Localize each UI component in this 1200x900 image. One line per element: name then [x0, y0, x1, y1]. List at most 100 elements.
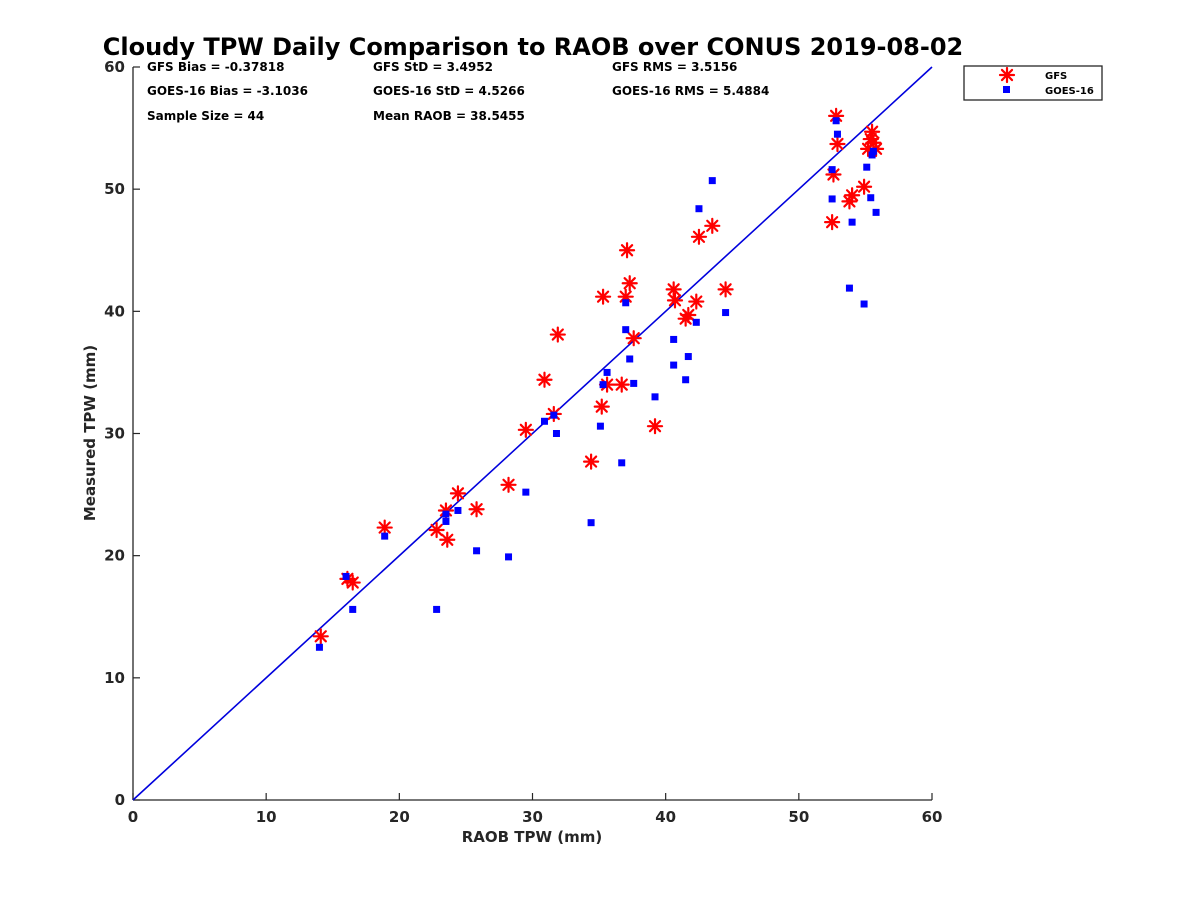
goes16-point — [682, 376, 690, 384]
goes16-point — [695, 205, 703, 213]
gfs-point — [312, 628, 329, 645]
x-tick-label: 0 — [128, 808, 138, 826]
goes16-point — [622, 326, 630, 334]
x-axis-ticks: 0 10 20 30 40 50 60 — [128, 793, 943, 826]
x-axis-label: RAOB TPW (mm) — [462, 828, 603, 846]
goes16-point — [626, 355, 634, 363]
gfs-point — [621, 275, 638, 292]
gfs-point — [468, 501, 485, 518]
gfs-point — [593, 398, 610, 415]
gfs-point — [594, 288, 612, 305]
y-axis-ticks: 0 10 20 30 40 50 60 — [104, 58, 140, 809]
y-tick-label: 20 — [104, 547, 125, 565]
goes16-point — [442, 517, 450, 525]
legend-gfs-marker — [998, 66, 1016, 84]
gfs-point — [536, 371, 553, 388]
goes16-point — [442, 510, 450, 518]
y-tick-label: 10 — [104, 669, 125, 687]
goes16-point — [315, 643, 323, 651]
gfs-point — [449, 485, 467, 502]
goes16-point — [863, 163, 871, 171]
goes16-point — [342, 572, 350, 580]
goes16-point — [349, 605, 357, 613]
gfs-std-stat: GFS StD = 3.4952 — [373, 60, 493, 74]
one-to-one-line — [132, 66, 933, 801]
goes16-point — [722, 309, 730, 317]
legend-goes16-marker — [1003, 86, 1010, 93]
gfs-point — [582, 453, 600, 470]
gfs-point — [665, 281, 682, 298]
gfs-point — [717, 281, 734, 298]
goes16-point — [505, 553, 513, 561]
x-tick-label: 60 — [922, 808, 943, 826]
gfs-point — [704, 217, 721, 234]
legend: GFS GOES-16 — [963, 65, 1103, 101]
gfs-point — [690, 228, 708, 245]
gfs-point — [843, 187, 861, 204]
goes16-point — [587, 519, 595, 527]
goes16-point — [670, 361, 678, 369]
x-tick-label: 50 — [788, 808, 809, 826]
goes16-point — [872, 208, 880, 216]
goes16-point — [522, 488, 530, 496]
legend-box — [963, 65, 1103, 101]
goes16-point — [692, 318, 700, 326]
goes16-point — [684, 353, 692, 361]
gfs-point — [865, 134, 882, 151]
goes16-point — [550, 411, 558, 419]
gfs-point — [500, 476, 517, 493]
goes16-point — [860, 300, 868, 308]
goes16-point — [433, 605, 441, 613]
gfs-bias-stat: GFS Bias = -0.37818 — [147, 60, 284, 74]
gfs-point — [618, 242, 636, 259]
y-tick-label: 30 — [104, 425, 125, 443]
gfs-point — [646, 418, 664, 435]
gfs-point — [688, 293, 705, 310]
legend-gfs-label: GFS — [1045, 71, 1067, 82]
y-tick-label: 60 — [104, 58, 125, 76]
gfs-point — [613, 376, 630, 393]
goes16-point — [552, 430, 560, 437]
gfs-point — [666, 292, 684, 309]
gfs-point — [680, 306, 697, 324]
goes16-point — [473, 547, 481, 555]
legend-goes16-label: GOES-16 — [1045, 86, 1094, 97]
gfs-point — [625, 330, 642, 347]
goes16-point — [868, 151, 876, 159]
gfs-point — [428, 521, 445, 539]
goes16-point — [833, 130, 841, 138]
goes16-point — [845, 284, 853, 292]
goes16-point — [381, 532, 389, 540]
sample-size-stat: Sample Size = 44 — [147, 109, 264, 123]
goes16-point — [651, 393, 659, 401]
x-tick-label: 40 — [655, 808, 676, 826]
goes16-point — [622, 299, 630, 307]
goes16-point — [599, 381, 607, 389]
gfs-point — [549, 326, 566, 343]
goes16-point — [848, 218, 856, 226]
gfs-point — [863, 123, 881, 140]
goes16-point — [618, 459, 626, 467]
gfs-point — [855, 178, 873, 195]
goes16-point — [828, 166, 836, 174]
goes16-point — [828, 195, 836, 203]
x-tick-label: 10 — [256, 808, 277, 826]
goes16-point — [832, 117, 840, 125]
gfs-point — [824, 214, 841, 231]
goes16-point — [867, 194, 875, 202]
y-axis-label: Measured TPW (mm) — [81, 345, 99, 521]
x-tick-label: 20 — [389, 808, 410, 826]
goes16-point — [540, 417, 548, 425]
x-tick-label: 30 — [522, 808, 543, 826]
goes16-point — [670, 335, 678, 343]
goes16-point — [630, 379, 638, 387]
gfs-point — [439, 531, 456, 548]
goes16-std-stat: GOES-16 StD = 4.5266 — [373, 84, 525, 98]
gfs-point — [376, 519, 393, 536]
goes16-point — [869, 147, 877, 155]
gfs-point — [829, 135, 846, 153]
goes16-point — [454, 506, 462, 514]
goes16-bias-stat: GOES-16 Bias = -3.1036 — [147, 84, 308, 98]
